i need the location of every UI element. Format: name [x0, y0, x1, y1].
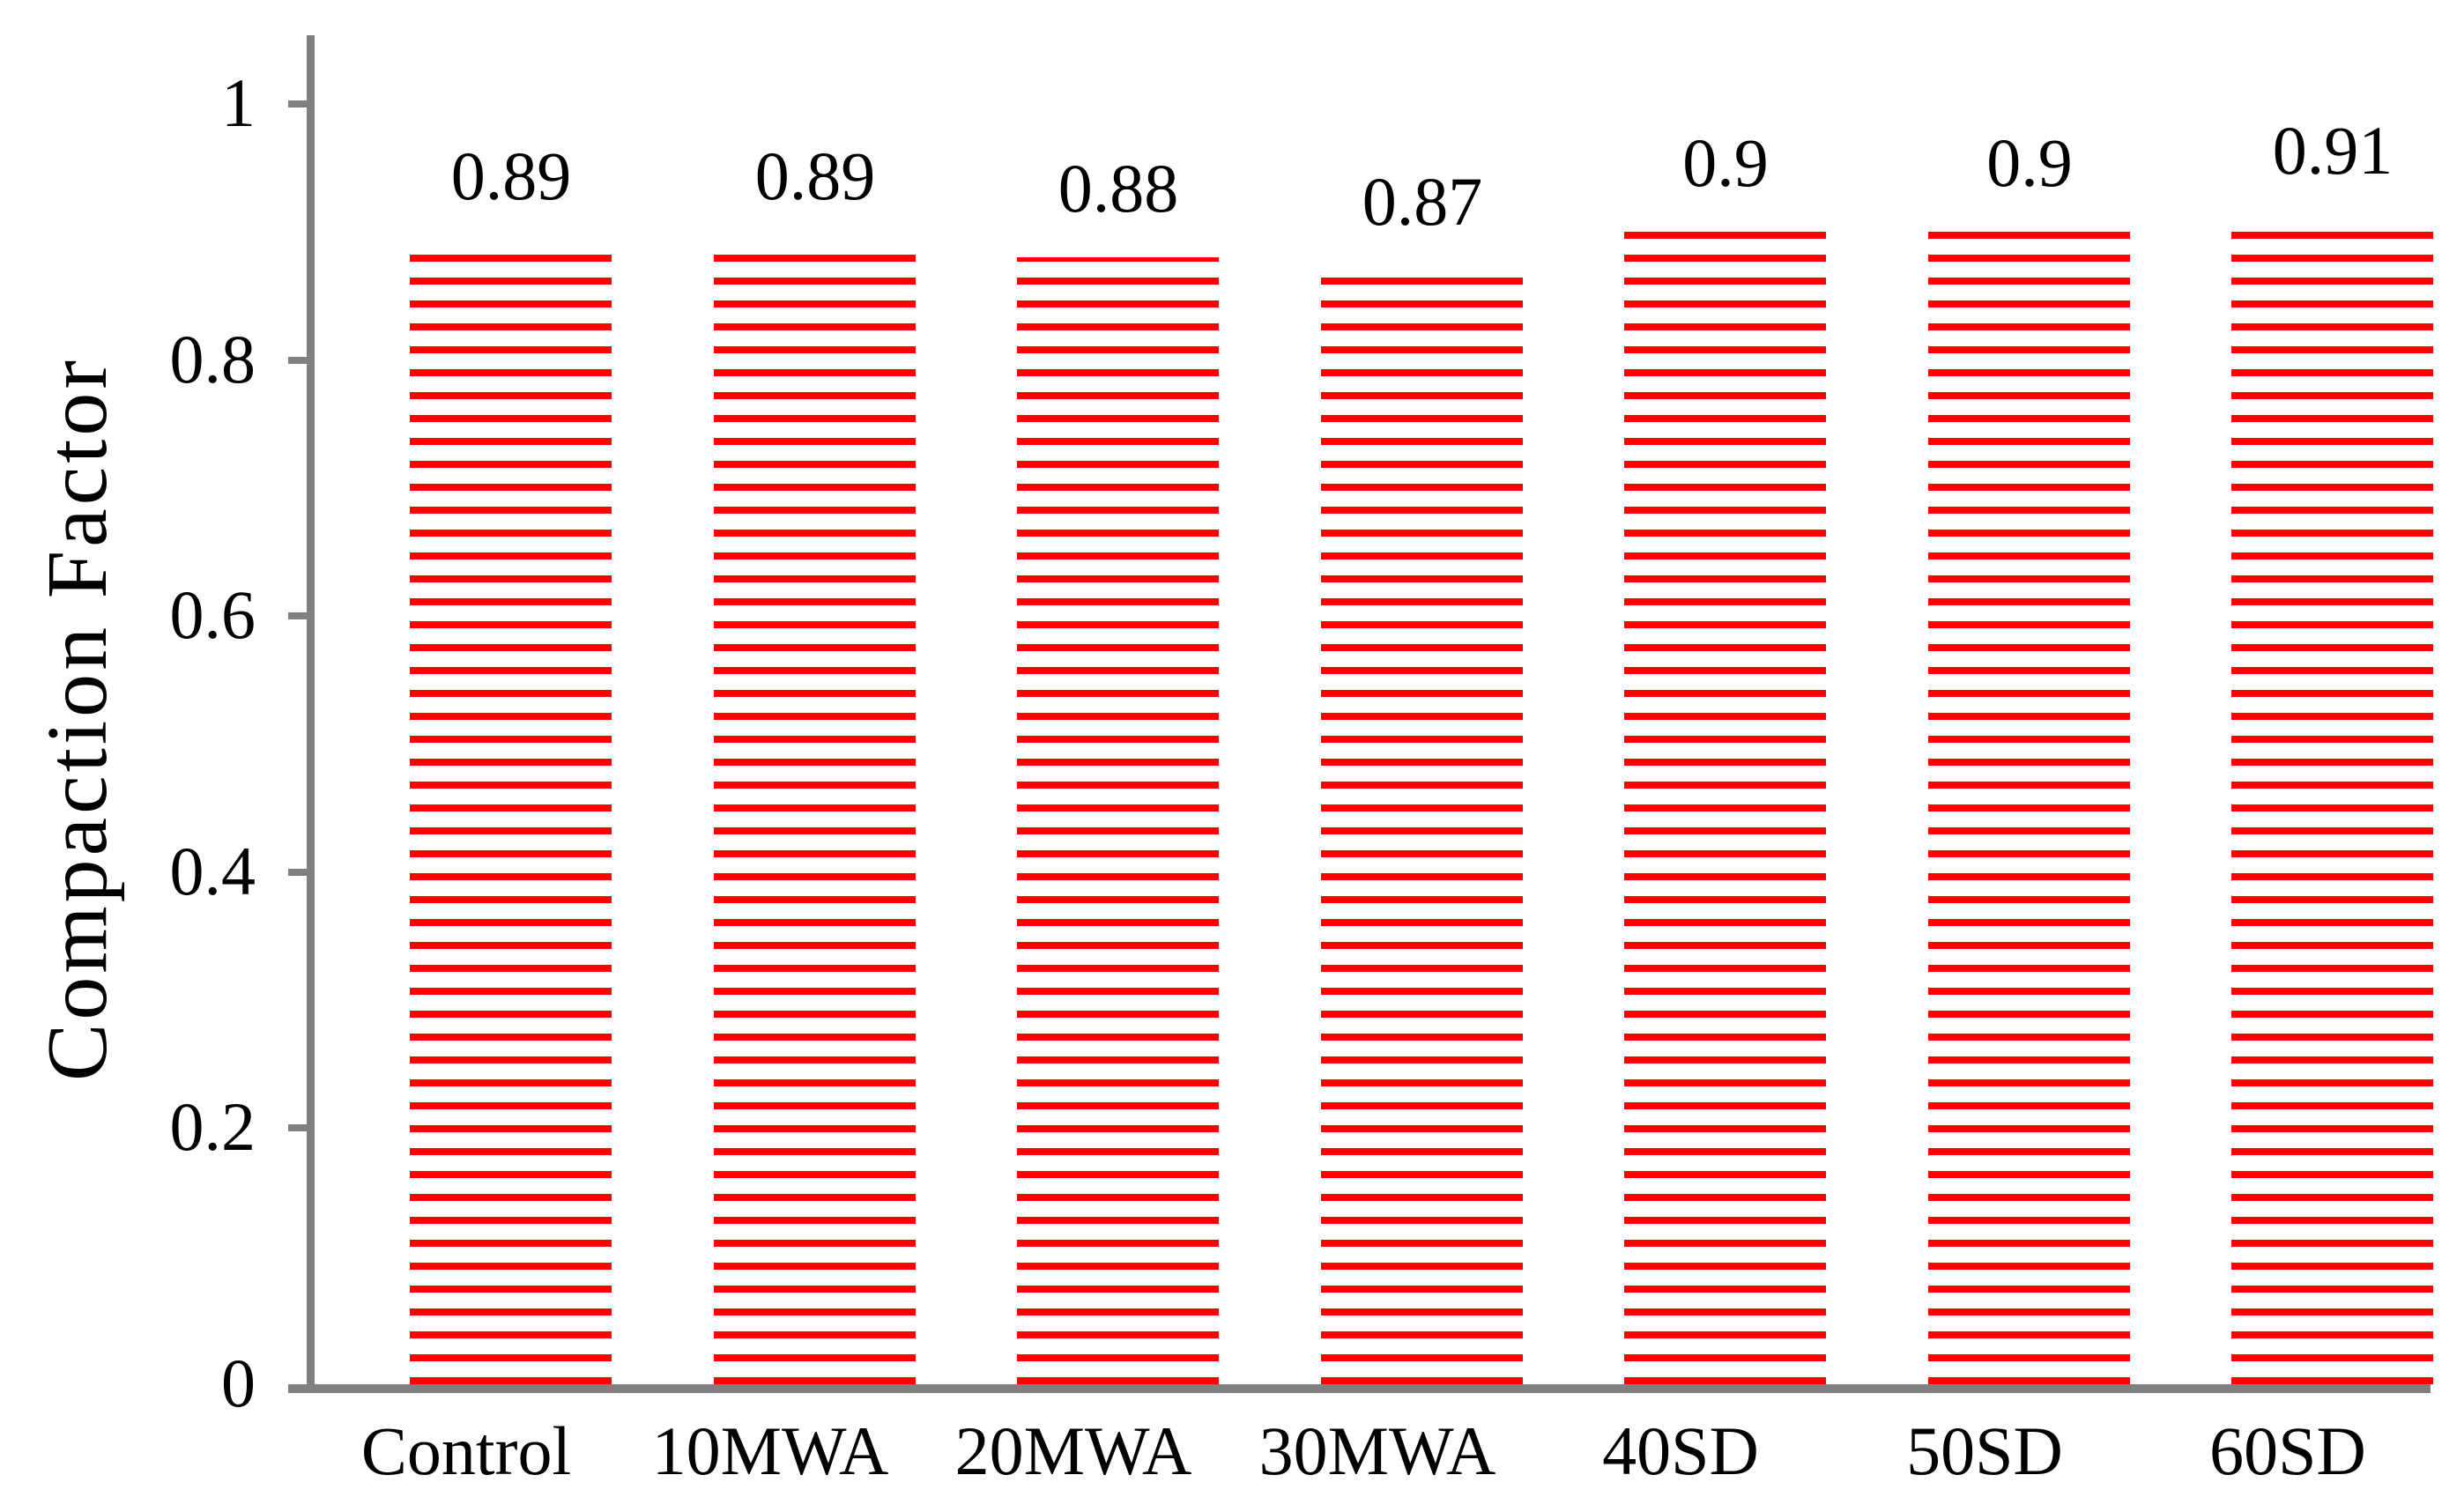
y-tick-mark: [288, 612, 307, 619]
y-tick-mark: [288, 1124, 307, 1131]
bar-value-label: 0.88: [1058, 150, 1179, 226]
y-tick-mark: [288, 357, 307, 364]
x-category-label: 10MWA: [651, 1412, 889, 1489]
y-tick-label: 1: [221, 64, 256, 141]
bar: [714, 245, 916, 1384]
y-tick-label: 0.6: [169, 576, 256, 653]
x-category-label: 60SD: [2209, 1412, 2366, 1489]
bar: [1928, 232, 2130, 1384]
x-category-label: 30MWA: [1258, 1412, 1496, 1489]
bar: [1321, 271, 1523, 1384]
x-category-label: 20MWA: [954, 1412, 1192, 1489]
x-axis-line: [288, 1384, 2431, 1393]
x-category-label: Control: [360, 1412, 572, 1489]
y-tick-mark: [288, 869, 307, 876]
y-tick-label: 0: [221, 1345, 256, 1421]
bar-value-label: 0.9: [1682, 124, 1769, 201]
bar: [410, 245, 612, 1384]
bar-value-label: 0.89: [450, 137, 572, 214]
bar: [2231, 219, 2433, 1384]
y-tick-mark: [288, 100, 307, 107]
bar-value-label: 0.87: [1362, 163, 1483, 240]
y-tick-label: 0.4: [169, 833, 256, 909]
x-category-label: 50SD: [1906, 1412, 2063, 1489]
bar-value-label: 0.9: [1986, 124, 2073, 201]
bar: [1017, 257, 1219, 1384]
bar: [1624, 232, 1826, 1384]
bar-value-label: 0.89: [754, 137, 876, 214]
y-axis-line: [307, 35, 315, 1393]
y-tick-label: 0.8: [169, 321, 256, 397]
y-axis-title: Compaction Factor: [30, 357, 125, 1081]
y-tick-label: 0.2: [169, 1088, 256, 1165]
bar-value-label: 0.91: [2272, 112, 2393, 189]
x-category-label: 40SD: [1602, 1412, 1759, 1489]
